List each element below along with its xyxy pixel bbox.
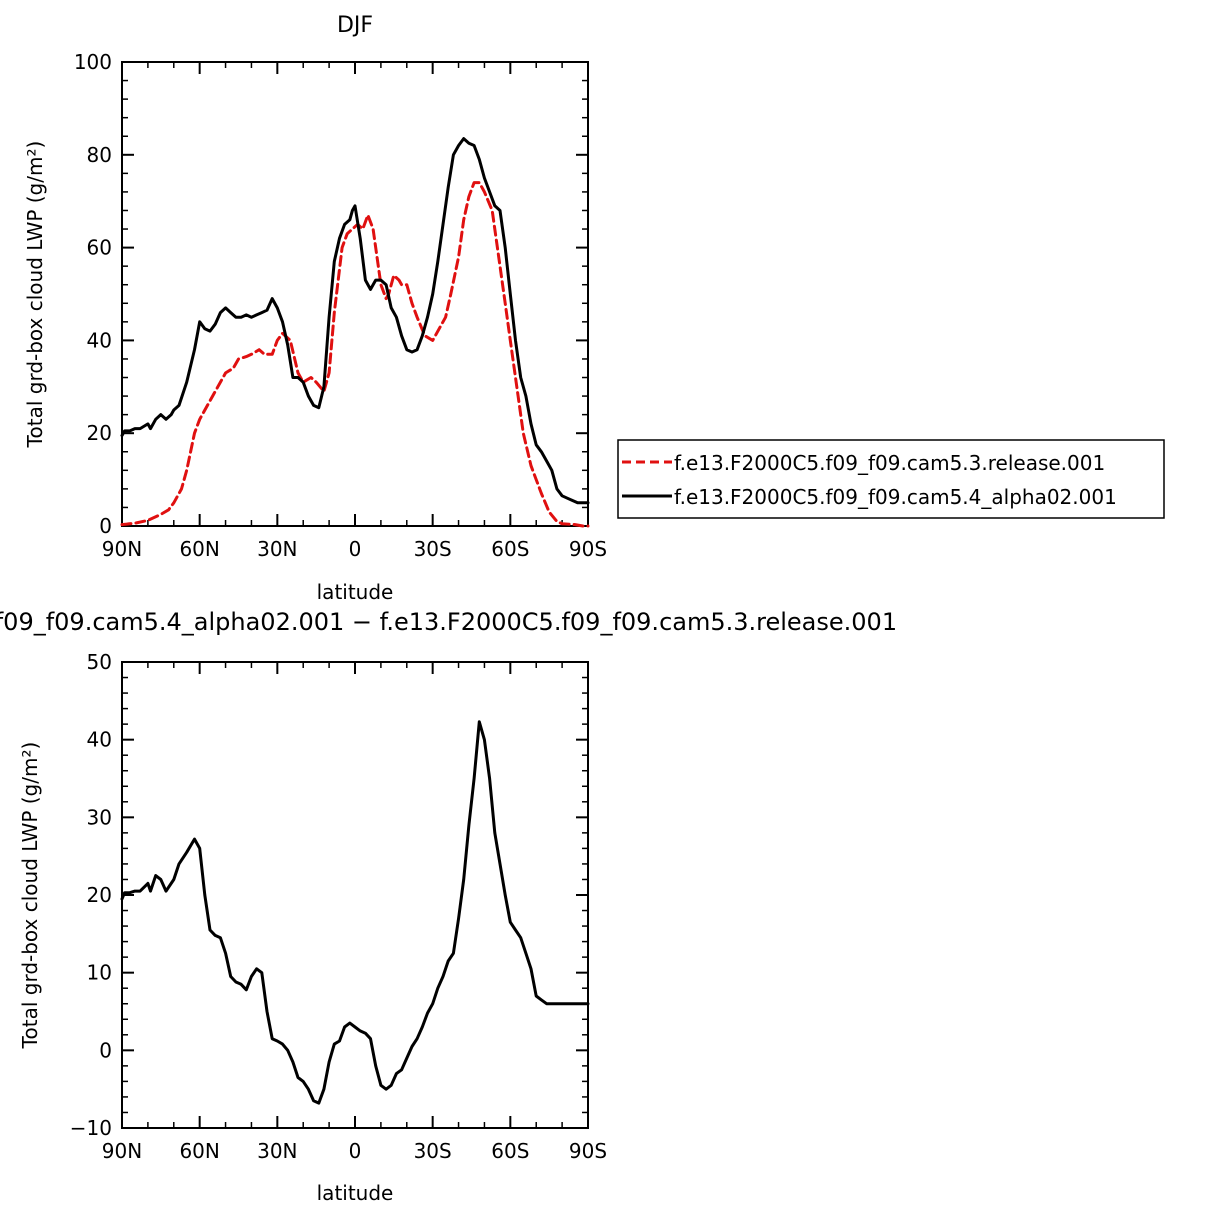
top-y-tick-labels: 0 20 40 60 80 100 [74,50,112,538]
top-panel: DJF 0 20 40 60 80 100 90N 60N 30N 0 30S 60S 90S Tot… [23,13,1165,604]
bottom-x-tick-label: 60N [179,1139,219,1163]
top-ticks [121,61,589,527]
bottom-y-tick-label: 0 [99,1038,112,1062]
bottom-y-tick-label: 10 [87,961,112,985]
legend-box [617,439,1165,519]
bottom-x-tick-label: 90N [102,1139,142,1163]
bottom-x-tick-label: 90S [569,1139,607,1163]
bottom-x-tick-label: 60S [491,1139,529,1163]
top-y-tick-label: 80 [87,143,112,167]
bottom-x-tick-label: 30N [257,1139,297,1163]
top-y-axis-label: Total grd-box cloud LWP (g/m²) [23,141,47,449]
top-series-group [120,137,590,528]
bottom-plot-frame [121,661,589,1129]
bottom-series-group [120,720,590,1105]
bottom-y-axis-label: Total grd-box cloud LWP (g/m²) [18,742,42,1050]
top-y-tick-label: 0 [99,514,112,538]
bottom-y-tick-labels: −10 0 10 20 30 40 50 [70,650,112,1140]
top-y-tick-label: 20 [87,421,112,445]
top-x-tick-label: 90N [102,537,142,561]
top-plot-frame [121,61,589,527]
top-x-tick-label: 0 [349,537,362,561]
top-chart-title: DJF [337,13,373,38]
bottom-y-tick-label: 30 [87,805,112,829]
bottom-ticks [121,661,589,1129]
legend: f.e13.F2000C5.f09_f09.cam5.3.release.001… [617,439,1165,519]
bottom-x-tick-labels: 90N 60N 30N 0 30S 60S 90S [102,1139,607,1163]
top-x-tick-label: 60S [491,537,529,561]
bottom-y-tick-label: 40 [87,728,112,752]
top-x-tick-label: 60N [179,537,219,561]
bottom-chart-title: f.e13.F2000C5.f09_f09.cam5.4_alpha02.001… [0,608,897,636]
top-x-tick-label: 90S [569,537,607,561]
top-y-tick-label: 100 [74,50,112,74]
legend-label-cam54: f.e13.F2000C5.f09_f09.cam5.4_alpha02.001 [674,485,1117,509]
bottom-y-tick-label: 50 [87,650,112,674]
legend-label-cam53: f.e13.F2000C5.f09_f09.cam5.3.release.001 [674,451,1105,475]
bottom-panel: f.e13.F2000C5.f09_f09.cam5.4_alpha02.001… [0,608,897,1205]
top-y-tick-label: 60 [87,236,112,260]
bottom-series-line-0 [120,720,590,1105]
top-series-line-1 [120,137,590,505]
top-y-tick-label: 40 [87,328,112,352]
bottom-x-tick-label: 30S [414,1139,452,1163]
top-x-tick-label: 30N [257,537,297,561]
top-x-tick-label: 30S [414,537,452,561]
bottom-y-tick-label: 20 [87,883,112,907]
bottom-x-axis-label: latitude [317,1181,394,1205]
top-series-line-0 [120,181,590,528]
bottom-y-tick-label: −10 [70,1116,112,1140]
top-x-axis-label: latitude [317,580,394,604]
top-x-tick-labels: 90N 60N 30N 0 30S 60S 90S [102,537,607,561]
bottom-x-tick-label: 0 [349,1139,362,1163]
